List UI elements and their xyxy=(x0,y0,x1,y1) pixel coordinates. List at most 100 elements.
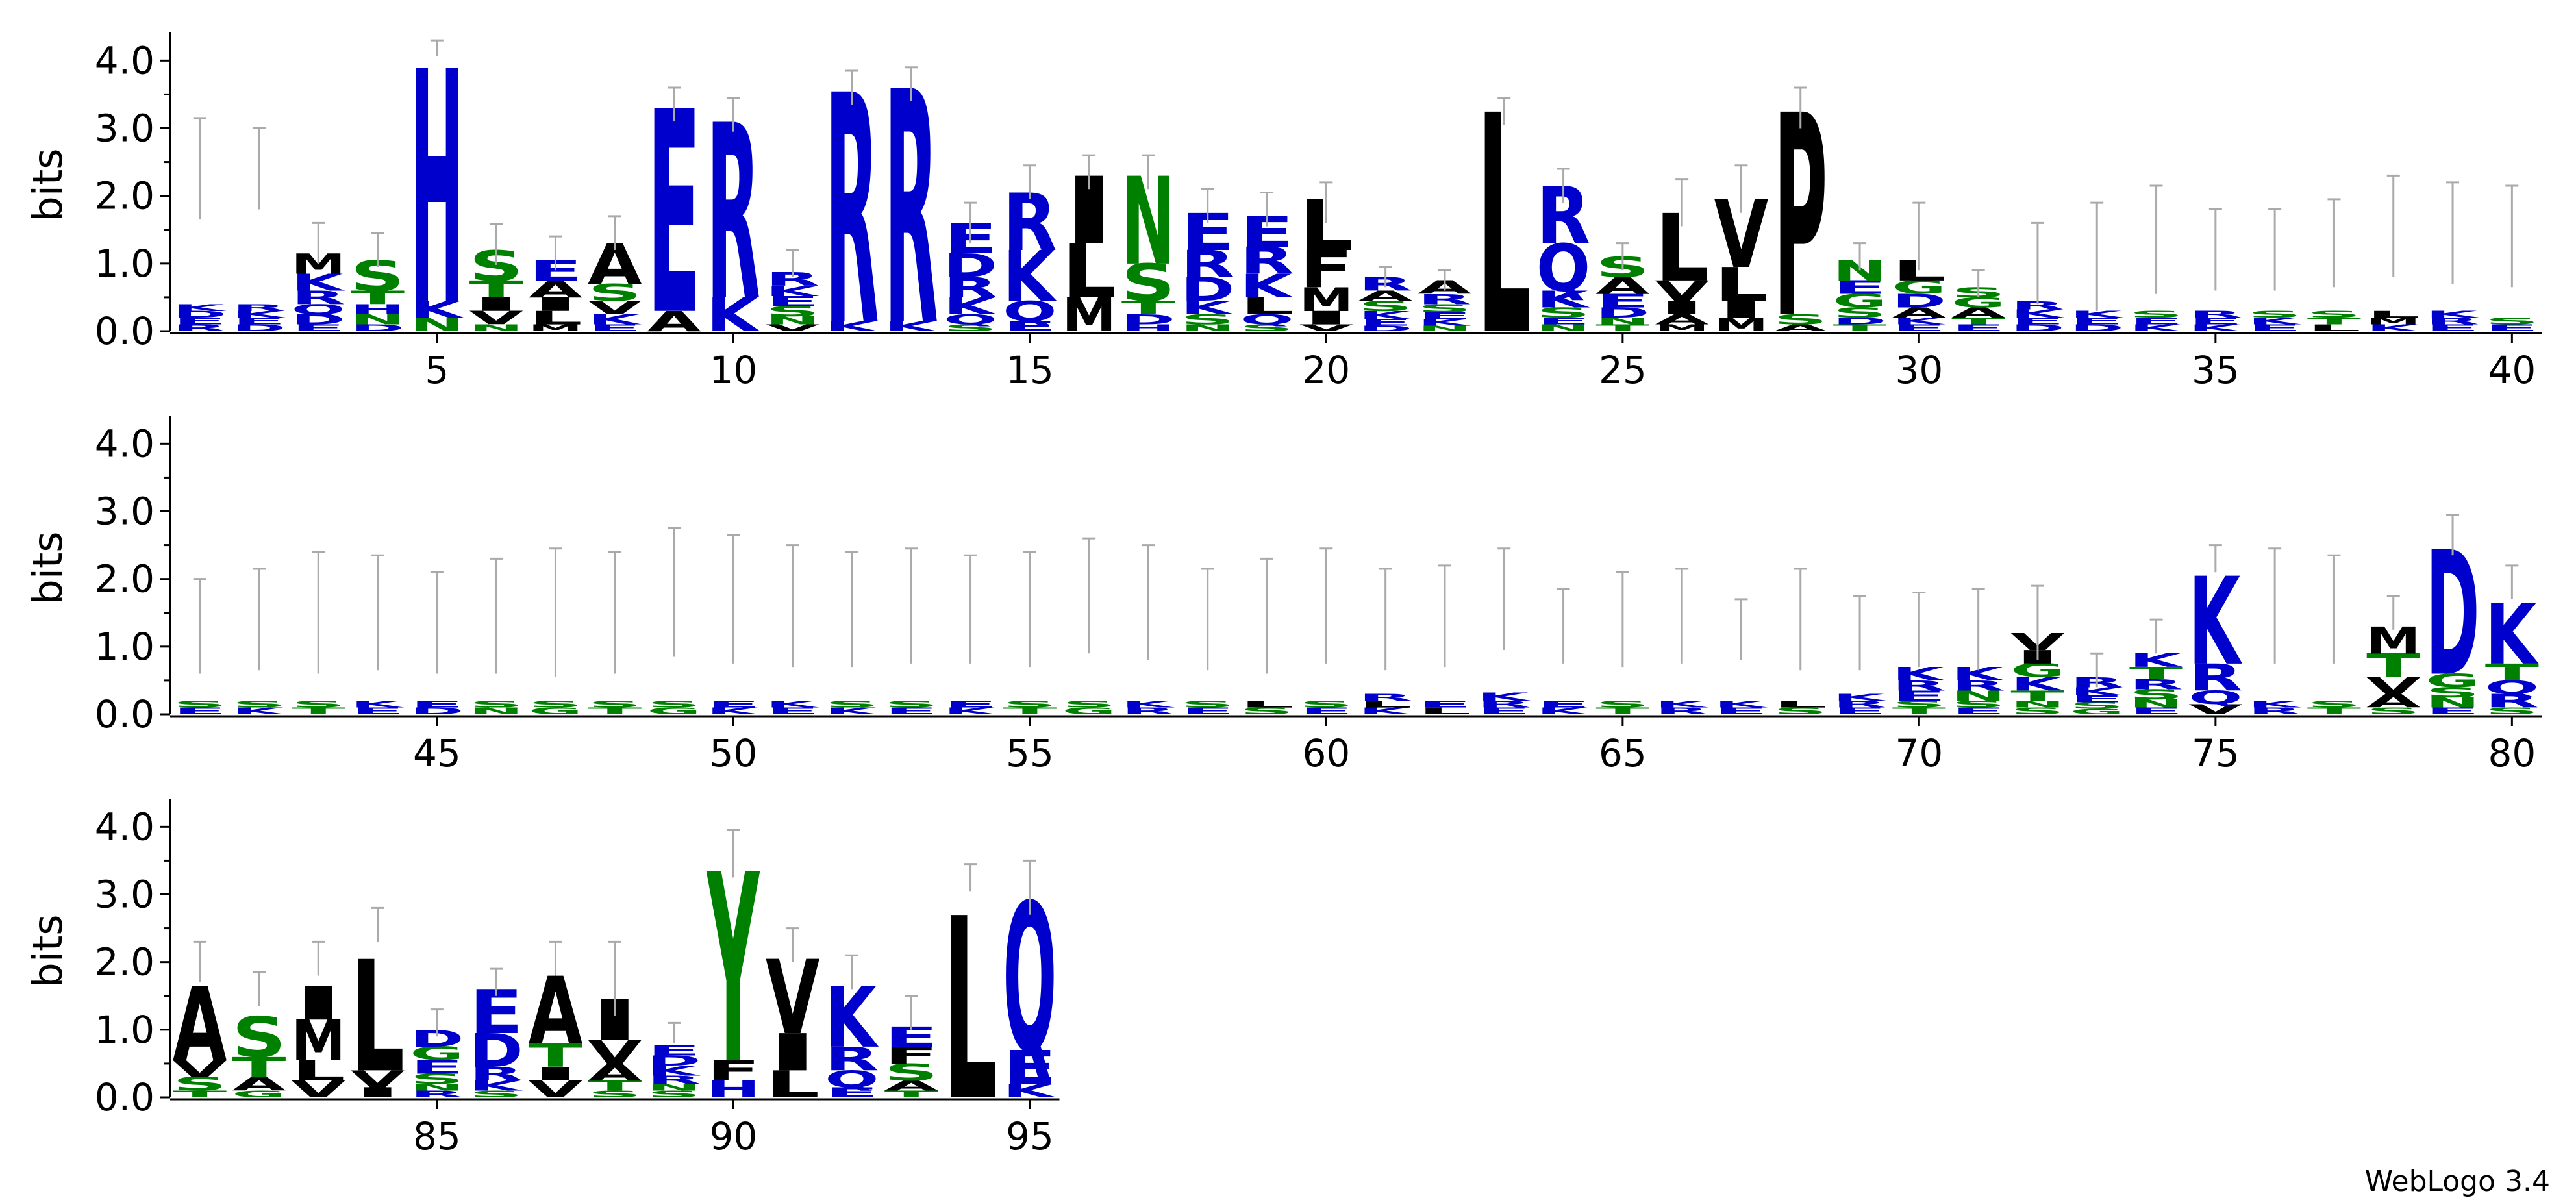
y-tick-label: 1.0 xyxy=(95,1008,155,1052)
residue-K: K xyxy=(1892,316,1947,327)
residue-K: K xyxy=(1240,268,1294,305)
residue-M: M xyxy=(1062,289,1116,343)
residue-I: I xyxy=(529,1063,582,1084)
residue-T: T xyxy=(1595,323,1649,334)
residue-G: G xyxy=(2070,708,2124,716)
x-tick-label: 25 xyxy=(1599,348,1647,392)
logo-column-41: ES xyxy=(173,578,227,717)
residue-K: K xyxy=(2070,309,2125,320)
residue-E: E xyxy=(2070,693,2124,705)
y-tick-label: 3.0 xyxy=(95,106,155,151)
residue-E: E xyxy=(232,316,286,327)
residue-E: E xyxy=(1714,706,1768,717)
residue-S: S xyxy=(1240,323,1294,333)
residue-A: A xyxy=(173,966,227,1084)
residue-Q: Q xyxy=(944,312,997,328)
residue-E: E xyxy=(1832,277,1886,298)
residue-E: E xyxy=(825,1084,879,1101)
residue-I: I xyxy=(1714,296,1768,323)
residue-V: V xyxy=(292,1076,345,1103)
logo-column-61: KLR xyxy=(1358,568,1413,716)
residue-K: K xyxy=(1121,699,1176,710)
residue-G: G xyxy=(1892,277,1946,298)
residue-K: K xyxy=(766,283,819,299)
residue-S: S xyxy=(1536,305,1590,321)
logo-column-68: SL xyxy=(1773,568,1827,716)
residue-E: E xyxy=(647,1043,701,1059)
logo-column-90: HFY xyxy=(706,820,760,1122)
logo-column-28: ASP xyxy=(1773,56,1828,380)
residue-K: K xyxy=(2188,323,2243,334)
residue-E: E xyxy=(1003,318,1057,334)
residue-L: L xyxy=(1418,706,1471,717)
residue-R: R xyxy=(232,303,286,314)
logo-column-50: KE xyxy=(707,534,761,716)
x-tick-label: 75 xyxy=(2192,731,2240,775)
residue-Q: Q xyxy=(1003,295,1057,328)
residue-S: S xyxy=(173,1073,227,1095)
residue-S: S xyxy=(1181,699,1234,710)
residue-T: T xyxy=(1121,297,1175,319)
residue-T: T xyxy=(588,706,642,717)
logo-column-63: ERK xyxy=(1477,547,1531,716)
logo-column-55: TS xyxy=(1003,551,1057,716)
residue-G: G xyxy=(1832,290,1886,312)
residue-D: D xyxy=(2010,323,2064,334)
residue-R: R xyxy=(1418,292,1471,308)
residue-T: T xyxy=(2129,664,2183,683)
residue-K: K xyxy=(944,706,998,717)
residue-K: K xyxy=(766,699,820,710)
residue-L: L xyxy=(292,1054,345,1087)
residue-T: T xyxy=(1595,706,1649,717)
x-tick-label: 65 xyxy=(1599,731,1647,775)
y-tick-label: 3.0 xyxy=(95,873,155,917)
residue-S: S xyxy=(1951,699,2005,710)
residue-E: E xyxy=(351,706,405,717)
residue-N: N xyxy=(1536,323,1590,334)
residue-E: E xyxy=(173,706,227,717)
residue-G: G xyxy=(410,1043,464,1064)
residue-D: D xyxy=(351,323,405,334)
residue-S: S xyxy=(232,699,286,710)
y-tick-label: 1.0 xyxy=(95,242,155,286)
residue-S: S xyxy=(2485,706,2539,716)
residue-R: R xyxy=(1477,699,1531,710)
x-tick-label: 15 xyxy=(1006,348,1054,392)
logo-column-84: IVL xyxy=(351,906,405,1106)
residue-K: K xyxy=(588,312,642,328)
residue-S: S xyxy=(825,699,879,710)
residue-T: T xyxy=(232,1051,286,1084)
residue-S: S xyxy=(1121,254,1175,313)
logo-column-35: KER xyxy=(2188,208,2243,334)
y-axis-title: bits xyxy=(24,531,71,605)
residue-E: E xyxy=(1832,706,1886,717)
residue-E: E xyxy=(1892,688,1946,704)
residue-S: S xyxy=(884,699,938,710)
residue-N: N xyxy=(469,706,523,717)
residue-K: K xyxy=(707,288,761,342)
residue-R: R xyxy=(1181,243,1234,286)
residue-S: S xyxy=(944,323,997,333)
residue-Q: Q xyxy=(2485,677,2539,699)
residue-S: S xyxy=(469,1089,523,1099)
residue-E: E xyxy=(2129,706,2183,717)
residue-S: S xyxy=(1181,312,1234,328)
residue-E: E xyxy=(1181,706,1234,717)
residue-K: K xyxy=(2129,323,2184,334)
residue-G: G xyxy=(647,706,701,717)
residue-S: S xyxy=(2425,684,2479,701)
residue-T: T xyxy=(529,1037,583,1075)
residue-E: E xyxy=(766,706,819,717)
residue-T: T xyxy=(2307,706,2361,717)
residue-G: G xyxy=(1062,706,1116,717)
